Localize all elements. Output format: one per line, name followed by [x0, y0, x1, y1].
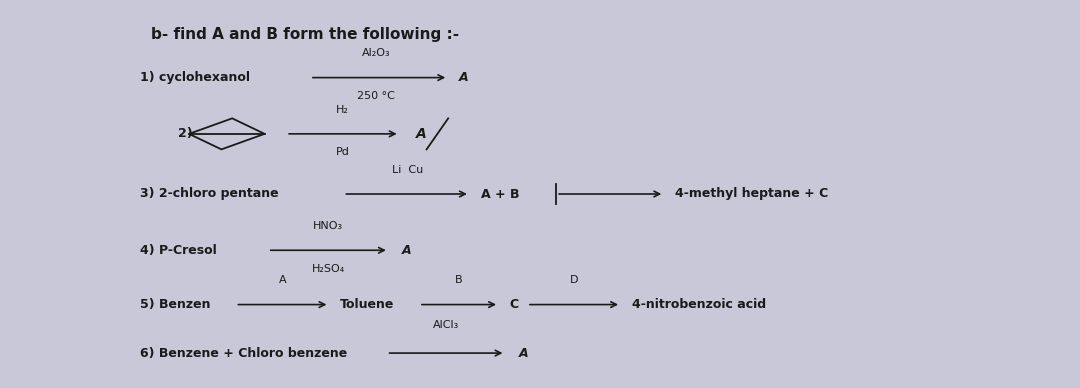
- Text: B: B: [455, 275, 463, 285]
- Text: A: A: [518, 346, 528, 360]
- Text: Toluene: Toluene: [340, 298, 394, 311]
- Text: A: A: [459, 71, 469, 84]
- Text: 1) cyclohexanol: 1) cyclohexanol: [140, 71, 251, 84]
- Text: HNO₃: HNO₃: [313, 221, 343, 231]
- Text: Li  Cu: Li Cu: [392, 165, 422, 175]
- Text: H₂: H₂: [336, 104, 349, 114]
- Text: 4) P-Cresol: 4) P-Cresol: [140, 244, 217, 257]
- Text: 3) 2-chloro pentane: 3) 2-chloro pentane: [140, 187, 279, 201]
- Text: D: D: [570, 275, 579, 285]
- Text: C: C: [510, 298, 518, 311]
- Text: 250 °C: 250 °C: [356, 91, 395, 101]
- Text: b- find A and B form the following :-: b- find A and B form the following :-: [151, 27, 459, 42]
- Text: A: A: [416, 127, 427, 141]
- Text: A: A: [279, 275, 287, 285]
- Text: AlCl₃: AlCl₃: [433, 320, 459, 330]
- Text: H₂SO₄: H₂SO₄: [312, 263, 345, 274]
- Text: A + B: A + B: [481, 187, 519, 201]
- Text: A: A: [402, 244, 411, 257]
- Text: Pd: Pd: [336, 147, 349, 157]
- Text: 2): 2): [178, 127, 193, 140]
- Text: 6) Benzene + Chloro benzene: 6) Benzene + Chloro benzene: [140, 346, 348, 360]
- Text: 4-nitrobenzoic acid: 4-nitrobenzoic acid: [632, 298, 766, 311]
- Text: Al₂O₃: Al₂O₃: [362, 48, 390, 58]
- Text: 4-methyl heptane + C: 4-methyl heptane + C: [675, 187, 828, 201]
- Text: 5) Benzen: 5) Benzen: [140, 298, 211, 311]
